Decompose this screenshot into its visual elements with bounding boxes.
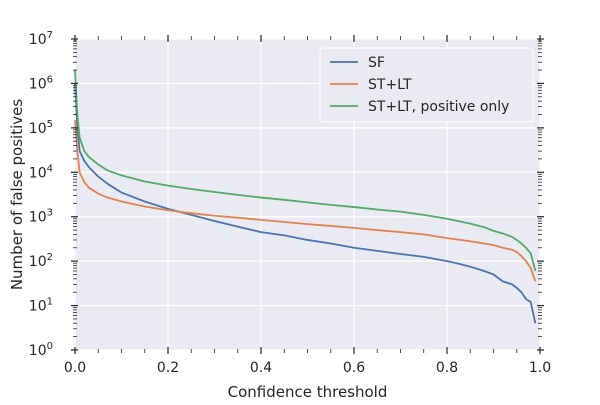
y-tick-label: 100 xyxy=(29,341,53,359)
y-tick-label: 105 xyxy=(29,119,53,137)
axis-ticks: 0.0 0.2 0.4 0.6 0.8 1.01001011021031041051061… xyxy=(29,30,551,376)
y-tick-exponent: 1 xyxy=(47,297,53,308)
y-tick-base: 10 xyxy=(29,299,47,315)
y-tick-exponent: 4 xyxy=(47,163,53,174)
x-tick-label: 0.4 xyxy=(250,360,272,376)
series-line-0 xyxy=(74,83,537,324)
series-lines xyxy=(74,70,537,324)
y-tick-exponent: 6 xyxy=(47,74,53,85)
y-tick-label: 106 xyxy=(29,74,53,92)
y-tick-label: 101 xyxy=(29,297,53,315)
y-tick-exponent: 0 xyxy=(47,341,53,352)
legend-box xyxy=(319,47,534,123)
y-tick-base: 10 xyxy=(29,32,47,48)
y-tick-base: 10 xyxy=(29,121,47,137)
legend-entry-label: SF xyxy=(368,55,385,71)
series-line-2 xyxy=(74,70,537,272)
y-tick-label: 104 xyxy=(29,163,53,181)
x-axis-label: Confidence threshold xyxy=(228,383,388,400)
legend: SF ST+LT ST+LT, positive only xyxy=(319,47,534,123)
x-tick-label: 1.0 xyxy=(529,360,551,376)
y-tick-base: 10 xyxy=(29,165,47,181)
y-tick-label: 107 xyxy=(29,30,53,48)
x-tick-label: 0.2 xyxy=(157,360,179,376)
y-axis-label: Number of false positives xyxy=(8,99,26,291)
y-tick-exponent: 5 xyxy=(47,119,53,130)
legend-entry-label: ST+LT, positive only xyxy=(368,99,509,115)
y-tick-label: 103 xyxy=(29,208,53,226)
y-tick-exponent: 2 xyxy=(47,252,53,263)
y-tick-base: 10 xyxy=(29,254,47,270)
y-tick-exponent: 3 xyxy=(47,208,53,219)
y-tick-base: 10 xyxy=(29,76,47,92)
x-tick-label: 0.8 xyxy=(436,360,458,376)
y-tick-base: 10 xyxy=(29,343,47,359)
x-tick-label: 0.6 xyxy=(343,360,365,376)
y-tick-label: 102 xyxy=(29,252,53,270)
x-tick-label: 0.0 xyxy=(64,360,86,376)
y-tick-exponent: 7 xyxy=(47,30,53,41)
y-tick-base: 10 xyxy=(29,210,47,226)
legend-entry-label: ST+LT xyxy=(368,77,412,93)
series-line-1 xyxy=(74,119,537,282)
